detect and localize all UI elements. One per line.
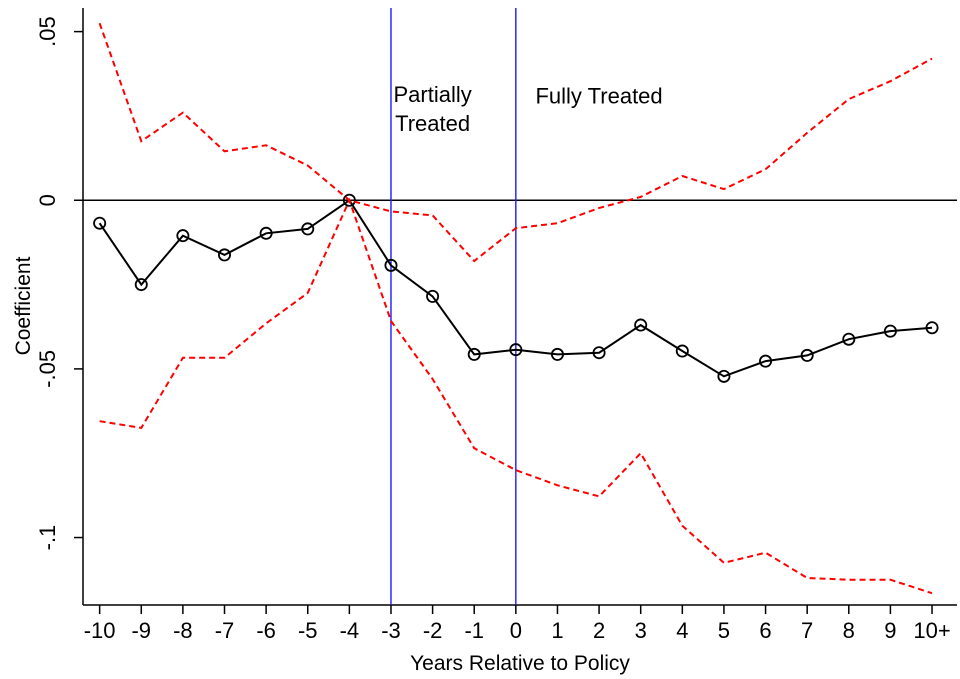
estimate-point [634,318,648,332]
x-tick-label: -9 [131,618,151,643]
estimate-point [592,346,606,360]
x-tick-label: 9 [884,618,896,643]
x-tick-label: 4 [676,618,688,643]
lower-ci-line [99,197,933,595]
estimate-point [800,348,814,362]
estimate-point [550,347,564,361]
y-tick-label: 0 [35,194,60,206]
estimate-point [925,321,939,335]
x-tick-label: -4 [340,618,360,643]
estimate-point [467,347,481,361]
estimate-point [842,332,856,346]
x-tick-label: -7 [215,618,235,643]
x-tick-label: 3 [635,618,647,643]
estimate-point [384,258,398,272]
x-tick-label: 10+ [913,618,950,643]
x-tick-label: 2 [593,618,605,643]
y-tick-label: -.1 [35,525,60,551]
plot-area [82,8,957,606]
y-axis-title: Coefficient [12,256,35,355]
estimate-point [883,324,897,338]
upper-ci-line [98,22,933,263]
estimate-point [509,343,523,357]
x-tick-label: 8 [843,618,855,643]
y-tick-label: .05 [35,16,60,47]
estimate-point [342,193,356,207]
x-tick-label: -10 [84,618,116,643]
plot-frame-background [83,8,957,605]
estimate-point [426,289,440,303]
estimate-point [259,226,273,240]
annotations: Partially Treated Fully Treated [393,82,662,136]
series-layer [93,22,939,595]
x-tick-label: -5 [298,618,318,643]
estimate-point [717,369,731,383]
estimate-point [675,344,689,358]
y-axis-ticks: .05 0 -.05 -.1 [35,16,83,550]
estimate-point [93,216,107,230]
estimate-line [98,198,933,378]
reference-lines [83,8,957,605]
x-tick-label: -6 [256,618,276,643]
x-tick-label: -3 [381,618,401,643]
estimate-point [759,354,773,368]
x-tick-label: 7 [801,618,813,643]
x-tick-label: 0 [510,618,522,643]
estimate-point [218,248,232,262]
estimate-point [176,229,190,243]
estimate-point [301,222,315,236]
x-tick-label: -2 [423,618,443,643]
x-tick-label: -8 [173,618,193,643]
annotation-text: Partially [393,82,471,107]
x-tick-label: 1 [551,618,563,643]
estimate-point [134,278,148,292]
x-tick-label: 5 [718,618,730,643]
x-axis-ticks: -10 -9 -8 -7 -6 -5 -4 -3 -2 -1 0 1 2 3 4 5 6 7 8 9 10+ [84,605,951,643]
annotation-text: Fully Treated [535,83,662,108]
annotation-text: Treated [395,111,470,136]
y-tick-label: -.05 [35,350,60,388]
x-axis-title: Years Relative to Policy [410,652,630,675]
x-tick-label: 6 [759,618,771,643]
x-tick-label: -1 [464,618,484,643]
